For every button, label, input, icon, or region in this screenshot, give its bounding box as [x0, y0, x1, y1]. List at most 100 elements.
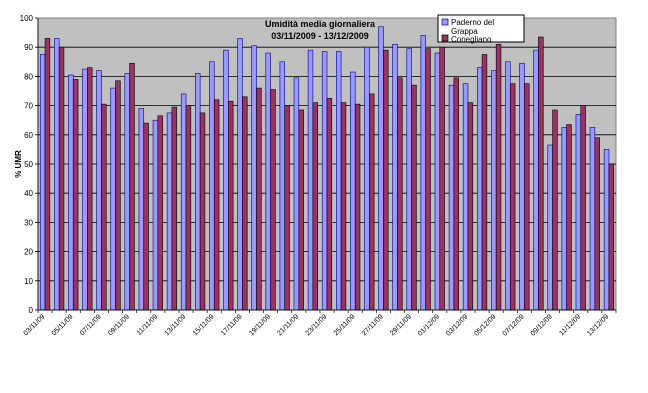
x-tick-label: 07/11/09 — [79, 313, 103, 337]
legend-box — [437, 14, 525, 43]
bar-conegliano — [242, 96, 248, 311]
bar-paderno — [209, 61, 215, 311]
bar-paderno — [39, 54, 46, 311]
y-tick-label: 100 — [20, 14, 34, 23]
y-tick-label: 20 — [24, 248, 33, 257]
bar-paderno — [392, 43, 398, 311]
bar-conegliano — [115, 80, 121, 311]
bar-conegliano — [439, 46, 445, 311]
bar-paderno — [321, 51, 328, 311]
bar-paderno — [251, 45, 257, 311]
bar-paderno — [364, 46, 370, 311]
y-tick-label: 60 — [24, 131, 33, 140]
legend-swatch-conegliano — [441, 34, 449, 42]
bar-conegliano — [256, 87, 262, 311]
bar-paderno — [575, 114, 582, 311]
bar-paderno — [110, 87, 116, 311]
bar-conegliano — [397, 77, 403, 311]
bar-conegliano — [284, 105, 290, 311]
bar-paderno — [223, 49, 229, 311]
bar-conegliano — [524, 83, 530, 311]
bar-paderno — [378, 26, 384, 311]
bar-paderno — [166, 112, 173, 311]
bar-conegliano — [425, 48, 431, 311]
bar-conegliano — [143, 122, 149, 311]
x-tick-label: 13/12/09 — [586, 313, 610, 337]
bar-conegliano — [608, 163, 615, 311]
bar-paderno — [448, 84, 455, 311]
bar-paderno — [561, 127, 567, 311]
bar-paderno — [476, 67, 483, 311]
x-tick-label: 17/11/09 — [220, 313, 244, 337]
legend-label-conegliano: Conegliano — [451, 35, 492, 44]
bar-paderno — [533, 49, 539, 311]
bar-conegliano — [538, 36, 544, 311]
x-tick-label: 09/12/09 — [530, 313, 554, 337]
bar-conegliano — [411, 84, 417, 311]
bar-conegliano — [368, 93, 375, 311]
y-tick-label: 40 — [24, 189, 33, 198]
y-tick-label: 70 — [24, 102, 33, 111]
x-tick-label: 09/11/09 — [107, 313, 131, 337]
bar-paderno — [603, 149, 610, 311]
bar-paderno — [491, 70, 497, 311]
x-axis-ticks: 03/11/09 05/11/09 07/11/09 09/11/09 11/11/09… — [23, 310, 617, 338]
bar-conegliano — [495, 43, 502, 311]
bar-conegliano — [171, 106, 178, 311]
bar-conegliano — [228, 100, 234, 311]
bar-conegliano — [312, 102, 318, 311]
bar-conegliano — [87, 67, 93, 311]
bar-conegliano — [129, 62, 135, 311]
x-tick-label: 29/11/09 — [389, 313, 413, 337]
bar-conegliano — [594, 137, 600, 311]
bars — [39, 26, 615, 311]
bar-paderno — [180, 93, 187, 311]
x-tick-label: 03/12/09 — [445, 313, 469, 337]
x-tick-label: 23/11/09 — [305, 313, 329, 337]
bar-conegliano — [58, 46, 65, 311]
legend-label-paderno-line2: Grappa — [451, 27, 478, 36]
legend-label-paderno-line1: Paderno del — [451, 18, 494, 27]
bar-conegliano — [453, 77, 459, 311]
bar-conegliano — [383, 49, 389, 311]
bar-conegliano — [566, 124, 572, 311]
y-axis-label: % UMR — [14, 150, 23, 178]
bar-paderno — [237, 38, 243, 311]
x-tick-label: 21/11/09 — [276, 313, 300, 337]
bar-conegliano — [199, 112, 206, 311]
bar-paderno — [68, 74, 74, 311]
y-tick-label: 50 — [24, 160, 33, 169]
bar-conegliano — [509, 83, 516, 311]
x-tick-label: 15/11/09 — [192, 313, 216, 337]
x-tick-label: 27/11/09 — [361, 313, 385, 337]
x-tick-label: 01/12/09 — [417, 313, 441, 337]
x-tick-label: 07/12/09 — [502, 313, 526, 337]
bar-paderno — [547, 144, 553, 311]
bar-conegliano — [580, 105, 586, 311]
x-tick-label: 19/11/09 — [248, 313, 272, 337]
y-tick-label: 80 — [24, 72, 33, 81]
bar-paderno — [336, 51, 342, 311]
bar-conegliano — [467, 102, 474, 311]
bar-conegliano — [354, 103, 361, 311]
x-tick-label: 11/11/09 — [136, 313, 160, 337]
x-tick-label: 05/12/09 — [473, 313, 497, 337]
bar-paderno — [96, 70, 102, 311]
legend-swatch-paderno — [441, 18, 449, 26]
x-tick-label: 03/11/09 — [23, 313, 47, 337]
bar-conegliano — [481, 54, 488, 311]
bar-paderno — [462, 83, 469, 311]
bar-conegliano — [552, 109, 558, 311]
x-tick-label: 05/11/09 — [51, 313, 75, 337]
bar-conegliano — [44, 38, 51, 311]
y-axis-ticks: 0 10 20 30 40 50 60 70 80 90 100 — [20, 14, 616, 315]
x-tick-label: 11/12/09 — [558, 313, 582, 337]
bar-paderno — [505, 61, 511, 311]
bar-paderno — [307, 49, 314, 311]
bar-paderno — [406, 48, 412, 311]
bar-paderno — [279, 61, 286, 311]
bar-conegliano — [213, 99, 220, 311]
bar-paderno — [195, 73, 201, 311]
